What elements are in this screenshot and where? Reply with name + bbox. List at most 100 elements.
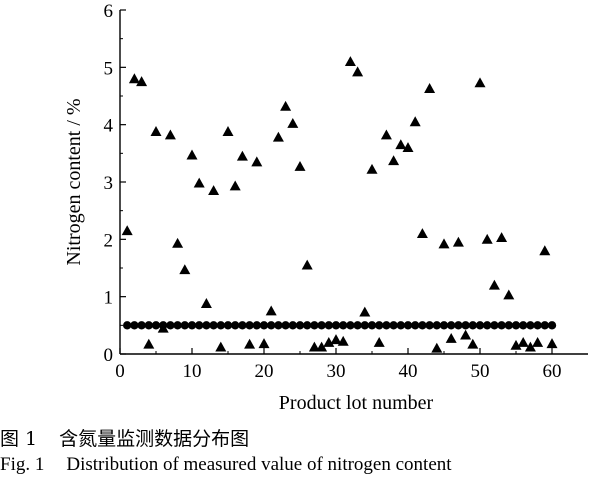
triangle-point [416, 228, 428, 238]
circle-point [367, 321, 377, 330]
circle-point [454, 321, 463, 330]
figure-caption-english: Fig. 1 Distribution of measured value of … [0, 454, 452, 476]
circle-point [540, 321, 549, 330]
circle-point [382, 321, 391, 330]
y-tick-label: 6 [104, 1, 114, 22]
y-tick-label: 0 [104, 345, 114, 366]
triangle-point [380, 129, 392, 140]
triangle-point [395, 139, 407, 150]
figure-title-en: Distribution of measured value of nitrog… [66, 454, 452, 475]
circle-point [288, 321, 297, 330]
triangle-point [128, 73, 140, 84]
triangle-point [424, 83, 436, 93]
circle-point [202, 321, 211, 330]
circle-point [238, 321, 247, 330]
circle-point [403, 321, 413, 330]
triangle-point [438, 238, 450, 249]
x-axis-label: Product lot number [279, 392, 434, 414]
triangle-point [265, 305, 277, 316]
circle-point [173, 321, 182, 330]
triangle-point [445, 333, 457, 343]
circle-point [259, 321, 269, 330]
circle-point [267, 321, 276, 330]
circle-point [547, 321, 557, 330]
circle-point [389, 321, 398, 330]
triangle-point [121, 225, 133, 236]
triangle-point [222, 126, 234, 136]
y-ticks: 0 1 2 3 4 5 6 [104, 1, 126, 366]
circle-point [123, 321, 132, 330]
triangle-point [193, 177, 205, 188]
triangle-point [517, 337, 529, 347]
triangle-point [359, 306, 371, 317]
circle-point [396, 321, 405, 330]
x-tick-label: 50 [471, 361, 490, 382]
triangle-point [208, 185, 220, 195]
triangle-point [402, 142, 414, 152]
triangle-point [388, 155, 400, 166]
circle-point [231, 321, 240, 330]
triangle-point [467, 338, 479, 349]
circle-point [418, 321, 427, 330]
triangle-point [301, 259, 313, 270]
circle-point [526, 321, 535, 330]
y-axis-label: Nitrogen content / % [63, 98, 85, 265]
plot-axes [119, 10, 588, 355]
figure-number-cn: 图 1 [0, 428, 38, 450]
circle-point [144, 321, 153, 330]
triangle-point [215, 341, 227, 352]
circle-point [223, 321, 233, 330]
triangle-point [352, 66, 364, 77]
circle-point [346, 321, 355, 330]
figure-caption-chinese: 图 1 含氮量监测数据分布图 [0, 424, 249, 451]
circle-point [303, 321, 312, 330]
circle-point [483, 321, 492, 330]
circle-point [137, 321, 146, 330]
circle-point [274, 321, 283, 330]
figure-number-en: Fig. 1 [0, 454, 45, 475]
circle-point [360, 321, 369, 330]
x-tick-label: 30 [327, 361, 346, 382]
x-ticks: 0 10 20 30 40 50 60 [115, 348, 562, 382]
circle-point [295, 321, 305, 330]
circle-point [195, 321, 204, 330]
triangle-point [179, 264, 191, 275]
data-marks [121, 56, 558, 353]
circle-point [245, 321, 254, 330]
scatter-chart: 0 10 20 30 40 50 60 0 1 2 3 4 5 6 Product lot number… [63, 1, 588, 414]
circle-point [475, 321, 485, 330]
triangle-point [337, 335, 349, 346]
circle-point [411, 321, 420, 330]
triangle-point [539, 245, 551, 256]
circle-point [317, 321, 326, 330]
triangle-point [229, 180, 241, 191]
circle-point [130, 321, 139, 330]
triangle-point [452, 236, 464, 247]
circle-point [447, 321, 456, 330]
triangle-point [200, 298, 212, 308]
triangle-point [164, 129, 176, 140]
triangle-point [460, 329, 472, 340]
triangle-point [409, 116, 421, 127]
triangle-point [294, 161, 306, 171]
triangle-point [150, 126, 162, 136]
x-tick-label: 0 [115, 361, 125, 382]
circle-point [497, 321, 506, 330]
x-tick-label: 60 [543, 361, 562, 382]
circle-point [166, 321, 175, 330]
triangle-point [330, 334, 342, 345]
circle-point [324, 321, 333, 330]
triangle-point [172, 237, 184, 248]
y-tick-label: 5 [104, 58, 114, 79]
circle-point [461, 321, 470, 330]
circle-point [252, 321, 261, 330]
x-tick-label: 40 [399, 361, 418, 382]
triangle-point [481, 233, 493, 244]
triangle-point [510, 339, 522, 350]
y-tick-label: 2 [104, 230, 114, 251]
y-tick-label: 1 [104, 288, 114, 309]
triangle-point [532, 337, 544, 347]
triangle-point [496, 232, 508, 243]
triangle-point [474, 77, 486, 88]
triangle-point [323, 337, 335, 347]
